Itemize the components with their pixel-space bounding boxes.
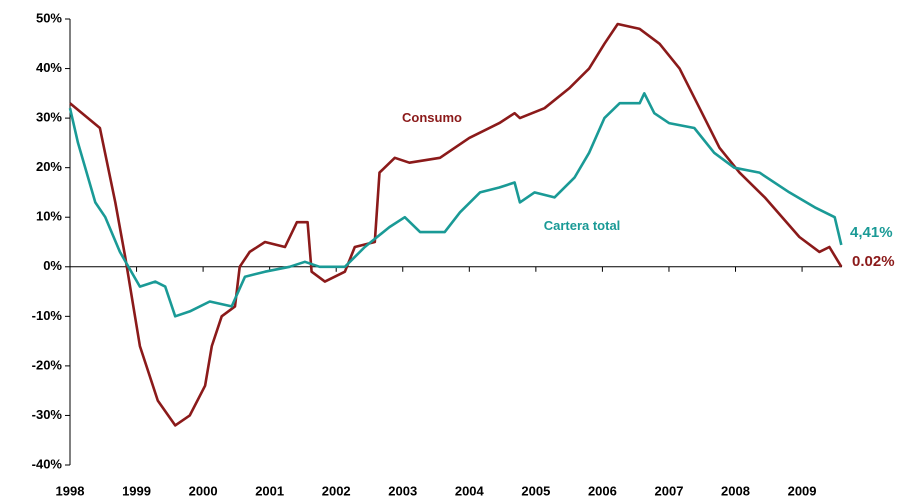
y-tick-label: -10% [32, 308, 63, 323]
series-label: Cartera total [543, 218, 621, 233]
x-tick-label: 2009 [788, 483, 817, 498]
x-tick-label: 2005 [521, 483, 550, 498]
y-tick-label: 0% [43, 258, 62, 273]
y-tick-label: 40% [36, 60, 62, 75]
y-tick-label: 10% [36, 209, 62, 224]
y-tick-label: -20% [32, 357, 63, 372]
x-tick-label: 2006 [588, 483, 617, 498]
x-tick-label: 1999 [122, 483, 151, 498]
series-line [68, 92, 843, 318]
end-label: 4,41% [850, 224, 893, 241]
end-label: 0.02% [852, 253, 895, 270]
series-label: Consumo [402, 110, 462, 125]
x-tick-label: 2007 [655, 483, 684, 498]
series-line [69, 22, 843, 427]
x-tick-label: 2003 [388, 483, 417, 498]
x-tick-label: 2000 [189, 483, 218, 498]
y-tick-label: 20% [36, 159, 62, 174]
y-tick-label: -40% [32, 456, 63, 471]
y-tick-label: 30% [36, 110, 62, 125]
y-tick-label: 50% [36, 10, 62, 25]
y-tick-label: -30% [32, 407, 63, 422]
x-tick-label: 2001 [255, 483, 284, 498]
x-tick-label: 2008 [721, 483, 750, 498]
x-tick-label: 2004 [455, 483, 485, 498]
x-tick-label: 1998 [56, 483, 85, 498]
x-tick-label: 2002 [322, 483, 351, 498]
